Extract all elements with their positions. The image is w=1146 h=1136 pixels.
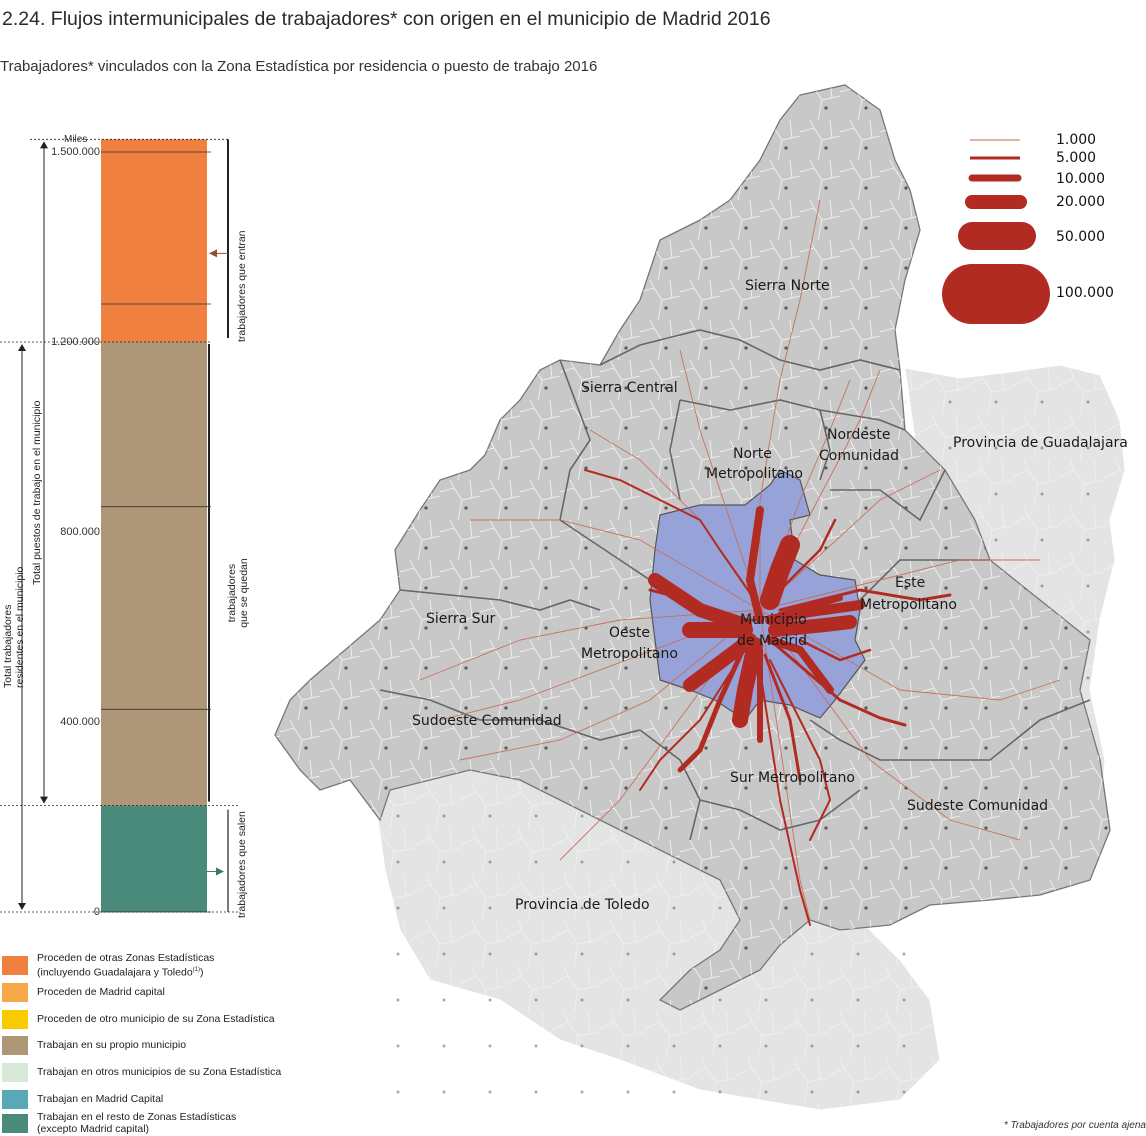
legend-label-2: (incluyendo Guadalajara y Toledo [37, 966, 193, 979]
legend-text: Proceden de otras Zonas Estadísticas (in… [37, 952, 214, 979]
label-oeste-1: Oeste [609, 625, 650, 641]
label-sudeste: Sudeste Comunidad [907, 798, 1048, 814]
tick-label: 0 [93, 906, 100, 918]
legend-item: Trabajan en otros municipios de su Zona … [2, 1061, 281, 1083]
zone-borders [379, 329, 1091, 841]
legend-item: Trabajan en el resto de Zonas Estadístic… [2, 1111, 236, 1135]
legend-sup: (1) [192, 966, 201, 973]
arrowhead-res-bottom [18, 903, 26, 910]
stacked-bar-chart [0, 125, 260, 925]
figure-title: 2.24. Flujos intermunicipales de trabaja… [2, 8, 771, 30]
bar-segment-1 [101, 342, 207, 806]
legend-item: Trabajan en Madrid Capital [2, 1088, 163, 1110]
legend-item: Proceden de otras Zonas Estadísticas (in… [2, 952, 214, 979]
flow-legend-label-10000: 10.000 [1056, 171, 1105, 187]
arrowhead-top [40, 141, 48, 149]
label-este-2: Metropolitano [860, 597, 957, 613]
legend-swatch [2, 955, 28, 975]
label-sur-metro: Sur Metropolitano [730, 770, 855, 786]
legend-text: Trabajan en el resto de Zonas Estadístic… [37, 1111, 236, 1135]
legend-close: ) [200, 966, 204, 979]
flow-legend-label-20000: 20.000 [1056, 194, 1105, 210]
legend-swatch [2, 1113, 28, 1133]
label-norte-metro-1: Norte [733, 446, 772, 462]
legend-swatch [2, 1009, 28, 1029]
minor-flows [419, 199, 1061, 921]
tick-label: 1.200.000 [51, 336, 100, 348]
footnote: * Trabajadores por cuenta ajena [1003, 1120, 1146, 1131]
tick-label: 1.500.000 [51, 146, 100, 158]
legend-label: Proceden de otras Zonas Estadísticas [37, 951, 215, 964]
label-madrid-1: Municipio [740, 612, 807, 628]
legend-label: Trabajan en su propio municipio [37, 1039, 187, 1051]
legend-item: Proceden de Madrid capital [2, 981, 165, 1003]
flow-legend-label-100000: 100.000 [1056, 285, 1114, 301]
major-flows [584, 469, 952, 926]
legend-swatch [2, 982, 28, 1002]
legend-label: Trabajan en otros municipios de su Zona … [37, 1066, 282, 1078]
tick-label: 800.000 [60, 526, 100, 538]
bar-chart-svg [0, 138, 240, 913]
bar-segment-0 [101, 805, 207, 912]
legend-item: Trabajan en su propio municipio [2, 1034, 186, 1056]
flow-legend-label-1000: 1.000 [1056, 132, 1097, 148]
unit-label: Miles [64, 134, 88, 145]
legend-label: Proceden de Madrid capital [37, 986, 165, 998]
flow-legend-label-5000: 5.000 [1056, 150, 1097, 166]
legend-label-2: (excepto Madrid capital) [37, 1123, 150, 1135]
legend-item: Proceden de otro municipio de su Zona Es… [2, 1008, 275, 1030]
arrowhead-entran [209, 249, 217, 258]
tick-label: 400.000 [60, 716, 100, 728]
legend-swatch [2, 1035, 28, 1055]
label-madrid-2: de Madrid [737, 633, 807, 649]
map-labels: Sierra Norte Sierra Central Norte Metrop… [412, 278, 1128, 913]
bar-segment-2 [101, 139, 207, 342]
label-nordeste-2: Comunidad [819, 448, 899, 464]
label-oeste-2: Metropolitano [581, 646, 678, 662]
label-guadalajara: Provincia de Guadalajara [953, 435, 1128, 451]
figure-subtitle: Trabajadores* vinculados con la Zona Est… [0, 58, 598, 75]
label-este-1: Este [895, 575, 925, 591]
label-sudoeste: Sudoeste Comunidad [412, 713, 562, 729]
arrowhead-res-top [18, 344, 26, 351]
legend-label: Proceden de otro municipio de su Zona Es… [37, 1013, 275, 1025]
flow-legend [942, 139, 1050, 324]
legend-swatch [2, 1062, 28, 1082]
arrowhead-bottom [40, 796, 48, 804]
arrowhead-salen [216, 867, 224, 876]
label-toledo: Provincia de Toledo [515, 897, 650, 913]
legend-swatch [2, 1089, 28, 1109]
legend-label: Trabajan en el resto de Zonas Estadístic… [37, 1111, 237, 1123]
label-nordeste-1: Nordeste [827, 427, 890, 443]
flow-legend-label-50000: 50.000 [1056, 229, 1105, 245]
label-sierra-norte: Sierra Norte [745, 278, 830, 294]
label-sierra-central: Sierra Central [581, 380, 678, 396]
legend-label: Trabajan en Madrid Capital [37, 1093, 164, 1105]
label-sierra-sur: Sierra Sur [426, 611, 495, 627]
label-norte-metro-2: Metropolitano [706, 466, 803, 482]
